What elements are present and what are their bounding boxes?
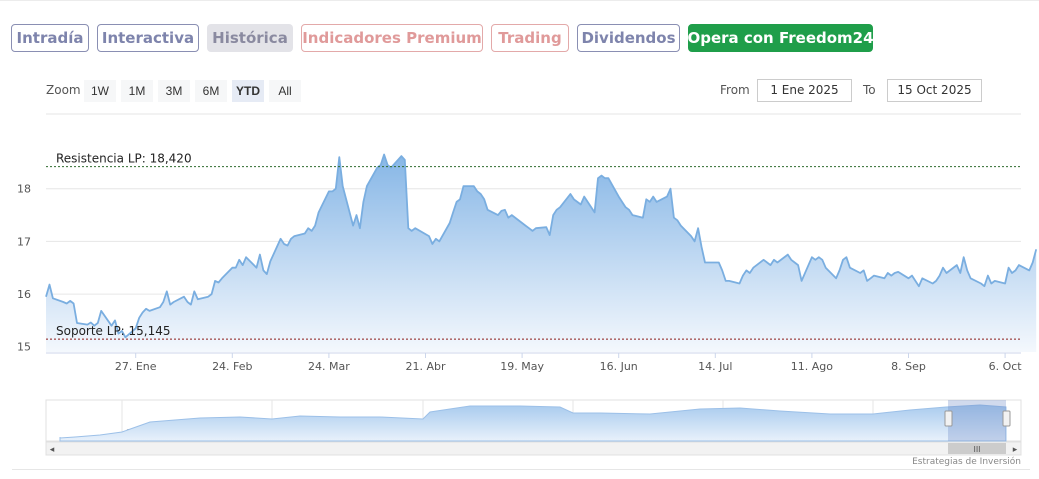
navigator-series — [59, 404, 1007, 442]
tab-dividendos[interactable]: Dividendos — [577, 24, 680, 52]
tab-historica[interactable]: Histórica — [207, 24, 293, 52]
scroll-left-arrow[interactable]: ◂ — [50, 445, 55, 455]
bottom-divider — [12, 469, 1030, 470]
from-label: From — [720, 83, 750, 97]
resistance-label: Resistencia LP: 18,420 — [56, 152, 192, 166]
x-tick-label: 24. Feb — [212, 360, 252, 373]
to-label: To — [863, 83, 876, 97]
tab-intradia[interactable]: Intradía — [11, 24, 89, 52]
from-date-input[interactable]: 1 Ene 2025 — [757, 79, 852, 102]
chart-tabs: Intradía Interactiva Histórica Indicador… — [0, 0, 1039, 66]
x-tick-label: 14. Jul — [698, 360, 732, 373]
price-line — [45, 153, 1038, 339]
zoom-3m-button[interactable]: 3M — [158, 80, 190, 102]
zoom-1m-button[interactable]: 1M — [121, 80, 153, 102]
scrollbar-grip: III — [973, 445, 980, 454]
zoom-label: Zoom — [46, 83, 81, 97]
navigator-right-handle[interactable] — [1002, 410, 1011, 427]
support-label: Soporte LP: 15,145 — [56, 324, 171, 338]
tab-indicadores-premium[interactable]: Indicadores Premium — [301, 24, 483, 52]
scroll-right-arrow[interactable]: ▸ — [1013, 445, 1018, 455]
y-tick-label: 16 — [17, 288, 31, 301]
x-tick-label: 11. Ago — [791, 360, 833, 373]
y-tick-label: 17 — [17, 235, 31, 248]
chart-credits: Estrategias de Inversión — [912, 457, 1021, 467]
tab-interactiva[interactable]: Interactiva — [97, 24, 199, 52]
x-tick-label: 16. Jun — [600, 360, 638, 373]
zoom-1w-button[interactable]: 1W — [84, 80, 116, 102]
zoom-ytd-button[interactable]: YTD — [232, 80, 264, 102]
x-tick-label: 19. May — [500, 360, 544, 373]
tab-trading[interactable]: Trading — [491, 24, 569, 52]
scrollbar-thumb[interactable] — [948, 443, 1006, 454]
zoom-6m-button[interactable]: 6M — [195, 80, 227, 102]
x-tick-label: 24. Mar — [308, 360, 350, 373]
x-tick-label: 8. Sep — [891, 360, 926, 373]
x-tick-label: 27. Ene — [115, 360, 157, 373]
to-date-input[interactable]: 15 Oct 2025 — [887, 79, 982, 102]
y-tick-label: 15 — [17, 341, 31, 354]
x-tick-label: 6. Oct — [989, 360, 1023, 373]
scrollbar-track — [45, 441, 1022, 456]
opera-freedom24-button[interactable]: Opera con Freedom24 — [687, 24, 874, 52]
price-area — [46, 154, 1037, 352]
price-chart: Resistencia LP: 18,420 Soporte LP: 15,145… — [17, 113, 1038, 456]
zoom-all-button[interactable]: All — [269, 80, 301, 102]
navigator-window — [948, 400, 1006, 441]
x-tick-label: 21. Abr — [405, 360, 445, 373]
y-tick-label: 18 — [17, 183, 31, 196]
navigator-left-handle[interactable] — [944, 410, 953, 427]
